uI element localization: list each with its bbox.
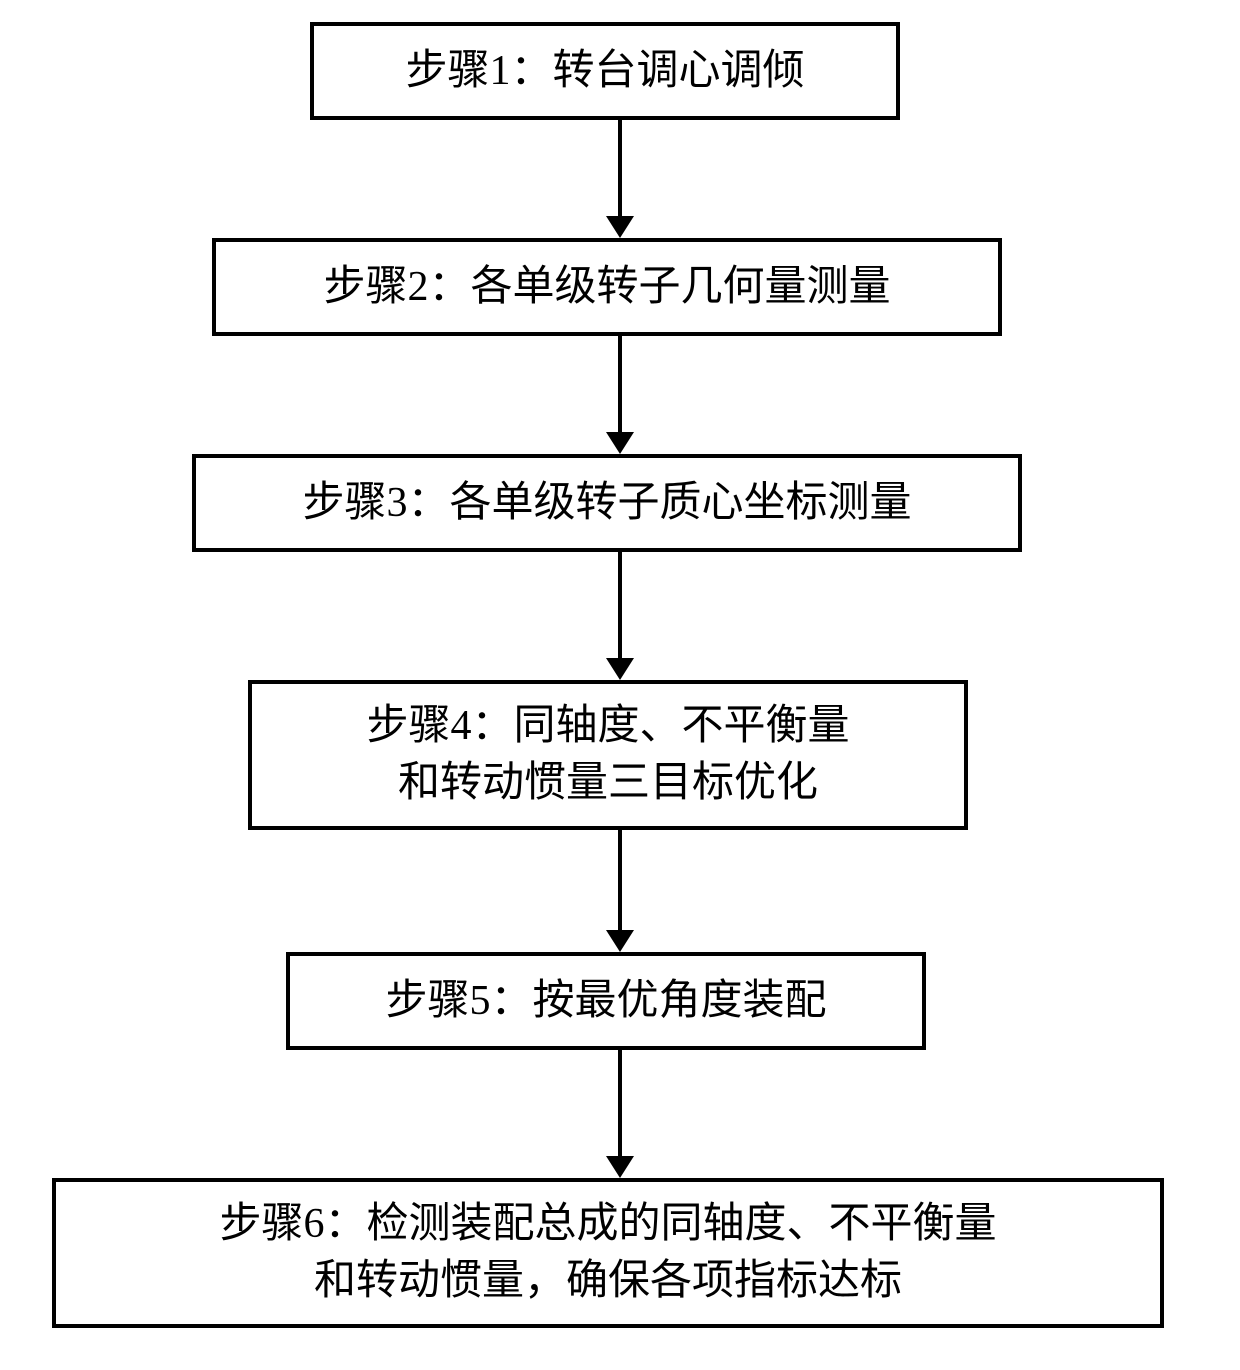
flowchart-arrow-3-4 bbox=[605, 552, 635, 680]
step-label: 步骤1：转台调心调倾 bbox=[405, 43, 804, 100]
step-label: 步骤2：各单级转子几何量测量 bbox=[323, 259, 890, 316]
arrow-line bbox=[618, 552, 622, 658]
step-label: 步骤4：同轴度、不平衡量 和转动惯量三目标优化 bbox=[366, 698, 849, 811]
arrow-line bbox=[618, 830, 622, 930]
arrow-head-icon bbox=[606, 216, 634, 238]
flowchart-arrow-2-3 bbox=[605, 336, 635, 454]
flowchart-step-6: 步骤6：检测装配总成的同轴度、不平衡量 和转动惯量，确保各项指标达标 bbox=[52, 1178, 1164, 1328]
step-label: 步骤6：检测装配总成的同轴度、不平衡量 和转动惯量，确保各项指标达标 bbox=[219, 1196, 996, 1309]
step-label: 步骤3：各单级转子质心坐标测量 bbox=[302, 475, 911, 532]
arrow-head-icon bbox=[606, 930, 634, 952]
flowchart-step-2: 步骤2：各单级转子几何量测量 bbox=[212, 238, 1002, 336]
flowchart-arrow-4-5 bbox=[605, 830, 635, 952]
arrow-line bbox=[618, 120, 622, 216]
arrow-head-icon bbox=[606, 432, 634, 454]
flowchart-step-1: 步骤1：转台调心调倾 bbox=[310, 22, 900, 120]
flowchart-container: 步骤1：转台调心调倾 步骤2：各单级转子几何量测量 步骤3：各单级转子质心坐标测… bbox=[0, 0, 1240, 1370]
flowchart-step-4: 步骤4：同轴度、不平衡量 和转动惯量三目标优化 bbox=[248, 680, 968, 830]
flowchart-arrow-1-2 bbox=[605, 120, 635, 238]
flowchart-arrow-5-6 bbox=[605, 1050, 635, 1178]
step-label: 步骤5：按最优角度装配 bbox=[385, 973, 826, 1030]
arrow-line bbox=[618, 1050, 622, 1156]
arrow-head-icon bbox=[606, 658, 634, 680]
arrow-head-icon bbox=[606, 1156, 634, 1178]
flowchart-step-5: 步骤5：按最优角度装配 bbox=[286, 952, 926, 1050]
arrow-line bbox=[618, 336, 622, 432]
flowchart-step-3: 步骤3：各单级转子质心坐标测量 bbox=[192, 454, 1022, 552]
